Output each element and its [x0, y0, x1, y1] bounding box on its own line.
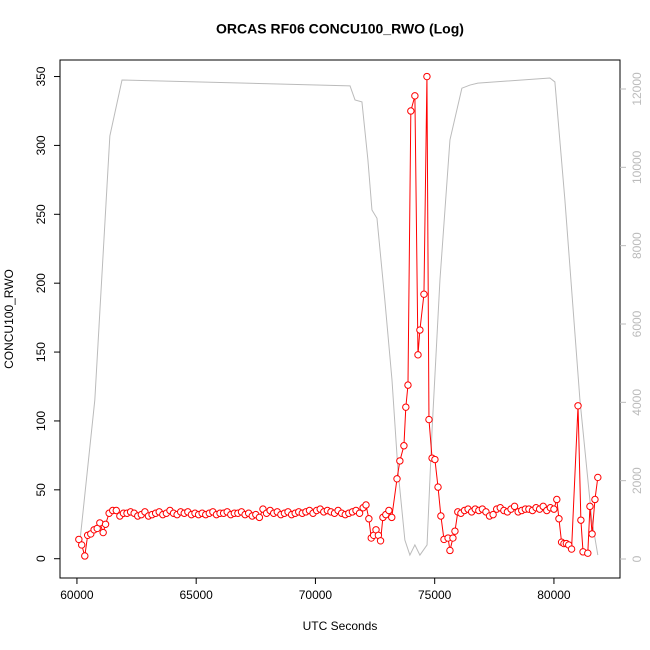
- point: [431, 455, 439, 464]
- point: [112, 506, 120, 515]
- point: [567, 545, 576, 553]
- point: [365, 515, 373, 523]
- y2-tick-label: 0: [630, 555, 644, 562]
- point: [78, 541, 86, 549]
- y-tick-label: 100: [34, 411, 48, 431]
- point: [591, 495, 599, 504]
- y2-tick-label: 4000: [630, 389, 644, 416]
- point: [434, 483, 442, 491]
- y-tick-label: 150: [34, 342, 48, 362]
- point: [553, 495, 561, 504]
- point: [362, 501, 370, 509]
- point: [555, 515, 563, 523]
- point: [577, 516, 585, 524]
- point: [437, 512, 445, 520]
- y2-tick-label: 8000: [630, 232, 644, 259]
- point: [81, 552, 89, 560]
- point: [400, 442, 408, 450]
- point: [586, 502, 594, 511]
- y-axis-label: CONCU100_RWO: [2, 269, 16, 369]
- point: [451, 527, 459, 535]
- point: [376, 537, 385, 545]
- point: [446, 546, 454, 555]
- point: [402, 403, 410, 411]
- point: [101, 520, 110, 528]
- y2-tick-label: 10000: [630, 150, 644, 184]
- x-tick-label: 60000: [60, 588, 94, 602]
- point: [574, 402, 582, 410]
- y-tick-label: 50: [34, 483, 48, 497]
- point: [255, 513, 264, 522]
- x-tick-label: 65000: [179, 588, 213, 602]
- y2-tick-label: 12000: [630, 72, 644, 106]
- chart-title: ORCAS RF06 CONCU100_RWO (Log): [216, 21, 464, 37]
- point: [420, 290, 428, 298]
- point: [99, 528, 107, 537]
- point: [416, 326, 424, 334]
- x-axis-label: UTC Seconds: [303, 619, 378, 633]
- x-tick-label: 75000: [418, 588, 452, 602]
- y2-tick-label: 2000: [630, 467, 644, 494]
- y2-tick-label: 6000: [630, 310, 644, 337]
- point: [594, 473, 602, 482]
- point: [489, 510, 497, 519]
- point: [588, 530, 596, 538]
- x-tick-label: 70000: [299, 588, 333, 602]
- point: [396, 457, 404, 465]
- y-tick-label: 0: [34, 555, 48, 562]
- y-tick-label: 350: [34, 66, 48, 86]
- y-tick-label: 250: [34, 204, 48, 224]
- point: [414, 351, 422, 359]
- point: [393, 475, 401, 483]
- point: [411, 92, 419, 100]
- x-tick-label: 80000: [537, 588, 571, 602]
- point: [550, 505, 558, 513]
- point: [584, 549, 592, 557]
- point: [425, 415, 433, 424]
- point: [423, 72, 431, 81]
- point: [385, 506, 393, 515]
- point: [355, 509, 364, 517]
- y-tick-label: 300: [34, 135, 48, 155]
- point: [407, 107, 415, 115]
- y-tick-label: 200: [34, 273, 48, 293]
- point: [449, 534, 457, 542]
- point: [510, 502, 519, 511]
- series-line: [79, 77, 599, 557]
- point: [388, 513, 396, 522]
- point: [404, 381, 412, 389]
